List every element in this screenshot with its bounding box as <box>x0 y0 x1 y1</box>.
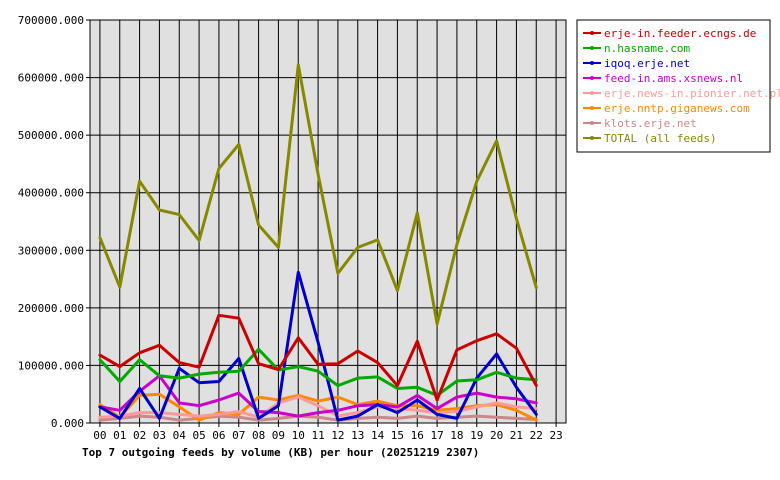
series-line <box>98 63 538 326</box>
x-tick-label: 07 <box>232 429 245 442</box>
legend-marker <box>590 136 594 140</box>
grid <box>90 19 566 424</box>
y-tick-label: 300000.000 <box>18 244 84 257</box>
series-line <box>98 270 538 422</box>
x-tick-label: 13 <box>351 429 364 442</box>
x-tick-label: 19 <box>470 429 483 442</box>
legend-entry: n.hasname.com <box>604 42 690 55</box>
chart-title: Top 7 outgoing feeds by volume (KB) per … <box>82 446 479 459</box>
legend-marker <box>590 91 594 95</box>
x-tick-label: 18 <box>450 429 463 442</box>
x-tick-label: 04 <box>173 429 187 442</box>
series-line <box>98 313 538 402</box>
x-tick-label: 14 <box>371 429 385 442</box>
x-tick-label: 08 <box>252 429 265 442</box>
legend-entry: erje.nntp.giganews.com <box>604 102 750 115</box>
legend-entry: klots.erje.net <box>604 117 697 130</box>
y-tick-label: 200000.000 <box>18 302 84 315</box>
legend-marker <box>590 76 594 80</box>
series-line <box>98 374 538 418</box>
legend-marker <box>590 61 594 65</box>
legend-entry: iqoq.erje.net <box>604 57 690 70</box>
x-tick-label: 11 <box>311 429 324 442</box>
x-tick-label: 21 <box>510 429 523 442</box>
x-tick-label: 01 <box>113 429 126 442</box>
x-tick-label: 00 <box>93 429 106 442</box>
x-tick-label: 09 <box>272 429 285 442</box>
series-line <box>98 347 538 397</box>
plot-frame <box>89 19 567 424</box>
legend-marker <box>590 106 594 110</box>
y-tick-label: 400000.000 <box>18 187 84 200</box>
x-tick-label: 02 <box>133 429 146 442</box>
x-tick-label: 12 <box>331 429 344 442</box>
y-tick-label: 700000.000 <box>18 14 84 27</box>
y-tick-label: 100000.000 <box>18 359 84 372</box>
x-tick-label: 17 <box>430 429 443 442</box>
x-tick-label: 10 <box>292 429 305 442</box>
legend-marker <box>590 31 594 35</box>
x-tick-label: 05 <box>192 429 205 442</box>
y-tick-label: 0.000 <box>51 417 84 430</box>
x-axis-ticks: 00 01 02 03 04 05 06 07 08 09 10 11 12 13 14 15 16 17 18 19… <box>93 423 563 442</box>
legend-frame <box>576 19 771 153</box>
series-line <box>98 414 538 422</box>
series-layer <box>98 63 538 422</box>
legend-marker <box>590 121 594 125</box>
x-tick-label: 06 <box>212 429 225 442</box>
x-tick-label: 16 <box>411 429 424 442</box>
legend-entry: TOTAL (all feeds) <box>604 132 717 145</box>
series-line <box>98 395 538 419</box>
x-tick-label: 23 <box>549 429 562 442</box>
x-tick-label: 15 <box>391 429 404 442</box>
legend: erje-in.feeder.ecngs.de n.hasname.com iqoq… <box>576 19 780 153</box>
legend-marker <box>590 46 594 50</box>
legend-entry: erje-in.feeder.ecngs.de <box>604 27 756 40</box>
y-tick-label: 600000.000 <box>18 72 84 85</box>
x-tick-label: 22 <box>530 429 543 442</box>
x-tick-label: 03 <box>153 429 166 442</box>
x-tick-label: 20 <box>490 429 503 442</box>
legend-entry: erje.news-in.pionier.net.pl <box>604 87 780 100</box>
y-axis-ticks: 0.000 100000.000 200000.000 300000.000 40000… <box>18 14 90 430</box>
legend-entry: feed-in.ams.xsnews.nl <box>604 72 743 85</box>
y-tick-label: 500000.000 <box>18 129 84 142</box>
